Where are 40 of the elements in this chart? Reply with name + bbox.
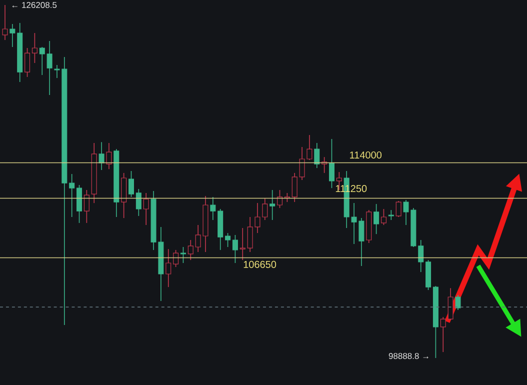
candlestick <box>314 142 320 168</box>
annotation: ← 126208.5 <box>12 2 57 8</box>
candlestick <box>284 192 290 202</box>
candlestick <box>225 232 231 248</box>
candlestick <box>143 192 149 226</box>
candlestick <box>232 234 238 264</box>
candlestick <box>210 196 216 220</box>
ref-line-label: 106650 <box>244 260 276 268</box>
candlestick <box>240 228 246 260</box>
candlestick <box>69 174 75 218</box>
candlestick <box>24 48 30 78</box>
candlestick <box>166 248 172 288</box>
candlestick <box>32 32 38 64</box>
candlestick <box>440 316 446 352</box>
candlestick <box>128 170 134 198</box>
candlestick <box>396 200 402 218</box>
candlestick <box>39 46 45 76</box>
candlestick <box>388 210 394 220</box>
candlestick <box>136 188 142 216</box>
candlestick <box>10 24 16 48</box>
candlestick <box>98 142 104 170</box>
ref-line-label: 114000 <box>350 151 382 159</box>
candlestick <box>380 208 386 226</box>
candlestick <box>418 240 424 272</box>
candlestick <box>106 142 112 170</box>
candlestick <box>292 172 298 202</box>
candlestick <box>328 138 334 188</box>
candlestick <box>322 156 328 174</box>
candlestick <box>270 190 276 220</box>
annotation: 98888.8 → <box>388 352 428 360</box>
candlestick <box>448 288 454 320</box>
candlestick <box>188 240 194 260</box>
candlestick <box>455 294 461 310</box>
candlestick <box>277 190 283 208</box>
candlestick <box>84 190 90 224</box>
candlestick <box>180 246 186 264</box>
candlestick <box>173 250 179 268</box>
candlestick <box>76 184 82 224</box>
candlestick <box>374 204 380 234</box>
candlestick <box>46 40 52 96</box>
